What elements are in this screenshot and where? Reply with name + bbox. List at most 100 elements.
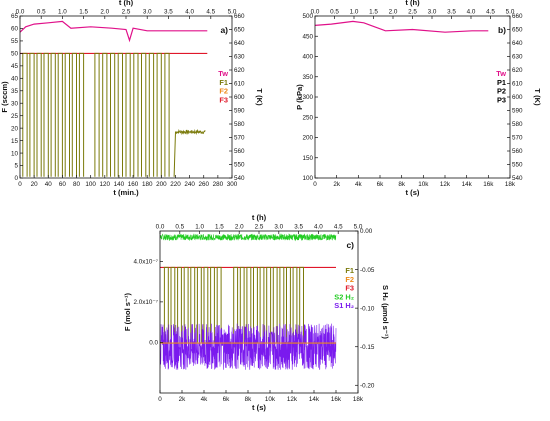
y-tick-label: 60 bbox=[11, 26, 19, 33]
x2-tick-label: 0.5 bbox=[330, 9, 339, 16]
plot-frame-b bbox=[314, 15, 511, 179]
x-tick-label: 80 bbox=[73, 181, 81, 188]
x2-tick-label: 5.0 bbox=[228, 9, 237, 16]
series-f1-line-pulse-11 bbox=[246, 266, 252, 343]
x2-tick-label: 1.0 bbox=[350, 9, 359, 16]
chart-b: 0 2k 4k 6k 8k 10k 12k 14k 16k 18k 0.0 0.5 1.0 1.5 2.0 2… bbox=[295, 0, 542, 197]
x-tick-label: 220 bbox=[170, 181, 181, 188]
x2-tick-label: 4.5 bbox=[486, 9, 495, 16]
x2-tick-label: 3.0 bbox=[274, 224, 283, 231]
y-tick-label: 4.0x10⁻⁷ bbox=[133, 259, 158, 266]
y-tick-label: 20 bbox=[11, 125, 19, 132]
x2-tick-label: 2.0 bbox=[235, 224, 244, 231]
x2-tick-label: 1.0 bbox=[58, 9, 67, 16]
x-tick-label: 100 bbox=[85, 181, 96, 188]
y2-tick-label: 550 bbox=[512, 162, 523, 169]
x2-tick-label: 1.0 bbox=[195, 224, 204, 231]
x-tick-label: 0 bbox=[18, 181, 22, 188]
x-tick-label: 140 bbox=[114, 181, 125, 188]
y-tick-label: 250 bbox=[302, 114, 313, 121]
series-f1-line-pulse-0 bbox=[22, 52, 28, 177]
legend-item-s1h2: S1 H₂ bbox=[334, 301, 354, 310]
y-tick-label: 10 bbox=[11, 150, 19, 157]
series-f1-line-pulse-12 bbox=[117, 52, 123, 177]
series-f1-line-tail-rise bbox=[173, 131, 176, 177]
series-tw-line bbox=[315, 20, 489, 33]
series-p2-line bbox=[315, 152, 488, 163]
y-tick-label: 50 bbox=[11, 51, 19, 58]
x-tick-label: 0 bbox=[313, 181, 317, 188]
y2-tick-label: 600 bbox=[512, 94, 523, 101]
plot-area-c bbox=[160, 233, 337, 370]
y2-tick-label: -0.05 bbox=[360, 267, 375, 274]
x-tick-label: 120 bbox=[100, 181, 111, 188]
x-tick-label: 4k bbox=[201, 396, 209, 403]
legend-item-tw: Tw bbox=[218, 69, 228, 78]
y-tick-label: 55 bbox=[11, 38, 19, 45]
x-tick-label: 10k bbox=[265, 396, 276, 403]
y-tick-label: 500 bbox=[302, 13, 313, 20]
y-tick-label: 200 bbox=[302, 135, 313, 142]
plot-area-b bbox=[315, 20, 489, 163]
x-tick-label: 160 bbox=[128, 181, 139, 188]
x2-tick-label: 5.0 bbox=[354, 224, 363, 231]
x2-tick-label: 1.5 bbox=[79, 9, 88, 16]
series-f1-line-pulse-17 bbox=[156, 52, 162, 177]
legend-item-f2: F2 bbox=[219, 87, 228, 96]
y-tick-label: 65 bbox=[11, 13, 19, 20]
x-tick-label: 4k bbox=[355, 181, 363, 188]
x-tick-label: 10k bbox=[418, 181, 429, 188]
y-tick-label: 25 bbox=[11, 113, 19, 120]
y-tick-label: 450 bbox=[302, 33, 313, 40]
series-f1-line-pulse-6 bbox=[203, 266, 209, 343]
y-axis-label: P (kPa) bbox=[295, 84, 304, 110]
y2-tick-label: 560 bbox=[234, 148, 245, 155]
y2-tick-label: -0.15 bbox=[360, 344, 375, 351]
y2-tick-label: 540 bbox=[234, 175, 245, 182]
y2-tick-label: 580 bbox=[512, 121, 523, 128]
x2-tick-label: 4.5 bbox=[206, 9, 215, 16]
series-f1-line-pulse-16 bbox=[279, 266, 285, 343]
y2-tick-label: -0.20 bbox=[360, 382, 375, 389]
x-tick-label: 280 bbox=[213, 181, 224, 188]
series-f1-line-pulse-10 bbox=[102, 52, 108, 177]
x-axis-label: t (s) bbox=[252, 403, 266, 412]
x2-tick-label: 4.0 bbox=[467, 9, 476, 16]
y2-tick-label: 560 bbox=[512, 148, 523, 155]
x-tick-label: 14k bbox=[309, 396, 320, 403]
y2-tick-label: 0.00 bbox=[360, 228, 373, 235]
legend-item-f1: F1 bbox=[345, 266, 354, 275]
series-f1-line-pulse-16 bbox=[148, 52, 155, 177]
y2-tick-label: 540 bbox=[512, 175, 523, 182]
x2-tick-label: 5.0 bbox=[506, 9, 515, 16]
series-f1-line-pulse-7 bbox=[71, 52, 77, 177]
chart-a: 0 20 40 60 80 100 120 140 160 180 200 220 240 260 280 3… bbox=[0, 0, 264, 197]
y-tick-label: 35 bbox=[11, 88, 19, 95]
y2-tick-label: 620 bbox=[512, 67, 523, 74]
x2-axis-label: t (h) bbox=[119, 0, 134, 7]
x2-tick-label: 0.5 bbox=[175, 224, 184, 231]
series-f1-line-tail bbox=[175, 128, 206, 136]
x2-tick-label: 2.5 bbox=[122, 9, 131, 16]
legend-item-f1: F1 bbox=[219, 78, 228, 87]
x-tick-label: 16k bbox=[331, 396, 342, 403]
x2-tick-label: 2.5 bbox=[408, 9, 417, 16]
series-f1-line-pulse-14 bbox=[133, 52, 139, 177]
y2-tick-label: 650 bbox=[512, 27, 523, 34]
x2-tick-label: 2.0 bbox=[100, 9, 109, 16]
x-tick-label: 60 bbox=[59, 181, 67, 188]
series-f1-line-pulse-0 bbox=[163, 266, 169, 343]
y2-tick-label: 650 bbox=[234, 27, 245, 34]
x2-tick-label: 1.5 bbox=[369, 9, 378, 16]
x2-tick-label: 0.0 bbox=[16, 9, 25, 16]
y-tick-label: 400 bbox=[302, 54, 313, 61]
y-tick-label: 150 bbox=[302, 155, 313, 162]
plot-area-a bbox=[20, 20, 208, 177]
y2-axis-label: S H₂ (µmol s⁻¹) bbox=[381, 285, 390, 339]
x-tick-label: 40 bbox=[45, 181, 53, 188]
legend-item-f3: F3 bbox=[219, 95, 228, 104]
x2-tick-label: 4.5 bbox=[334, 224, 343, 231]
y2-tick-label: 640 bbox=[234, 40, 245, 47]
series-f1-line-pulse-18 bbox=[292, 266, 298, 343]
y2-tick-label: 610 bbox=[512, 81, 523, 88]
